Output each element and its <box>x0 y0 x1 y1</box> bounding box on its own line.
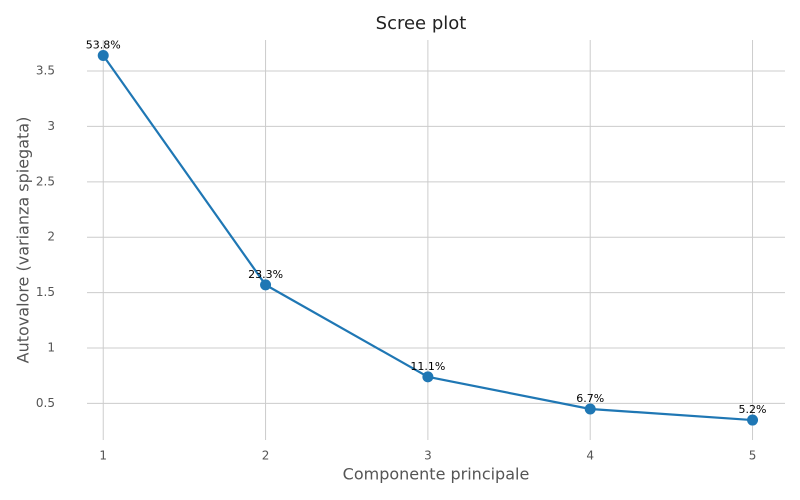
x-tick-label: 3 <box>424 449 432 463</box>
x-tick-label: 2 <box>262 449 270 463</box>
data-point <box>584 403 596 415</box>
y-tick-label: 2.5 <box>36 174 55 188</box>
point-annotation: 11.1% <box>410 360 445 373</box>
data-point <box>260 279 272 291</box>
y-axis-label: Autovalore (varianza spiegata) <box>14 117 33 364</box>
data-point <box>747 414 759 426</box>
data-point <box>422 371 434 383</box>
point-annotation: 53.8% <box>86 39 121 52</box>
y-tick-label: 1.5 <box>36 285 55 299</box>
x-axis-label: Componente principale <box>343 465 530 484</box>
point-annotation: 23.3% <box>248 268 283 281</box>
y-tick-label: 2 <box>47 230 55 244</box>
data-point <box>97 50 109 62</box>
y-tick-label: 0.5 <box>36 396 55 410</box>
x-tick-label: 1 <box>99 449 107 463</box>
y-tick-label: 3 <box>47 119 55 133</box>
x-tick-label: 5 <box>749 449 757 463</box>
y-tick-label: 1 <box>47 341 55 355</box>
x-tick-label: 4 <box>586 449 594 463</box>
chart-title: Scree plot <box>376 13 467 34</box>
point-annotation: 5.2% <box>739 403 767 416</box>
y-tick-label: 3.5 <box>36 64 55 78</box>
point-annotation: 6.7% <box>576 392 604 405</box>
